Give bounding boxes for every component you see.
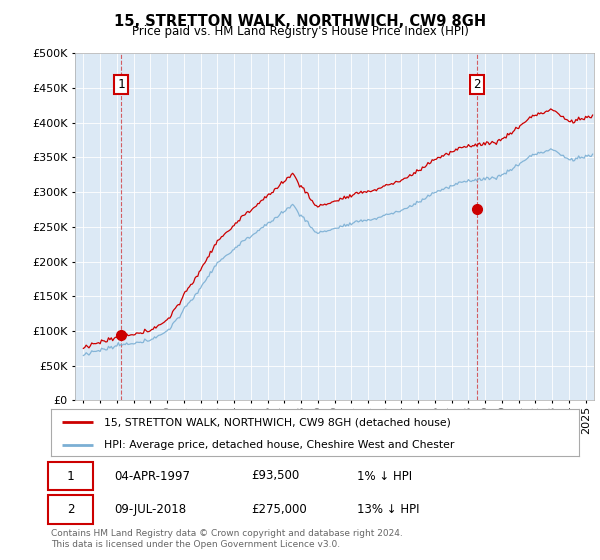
FancyBboxPatch shape bbox=[49, 495, 93, 524]
Text: Price paid vs. HM Land Registry's House Price Index (HPI): Price paid vs. HM Land Registry's House … bbox=[131, 25, 469, 38]
Text: 13% ↓ HPI: 13% ↓ HPI bbox=[357, 503, 420, 516]
Text: HPI: Average price, detached house, Cheshire West and Chester: HPI: Average price, detached house, Ches… bbox=[104, 440, 454, 450]
Text: 1% ↓ HPI: 1% ↓ HPI bbox=[357, 469, 412, 483]
Text: 04-APR-1997: 04-APR-1997 bbox=[115, 469, 190, 483]
Text: 1: 1 bbox=[67, 469, 74, 483]
Text: £275,000: £275,000 bbox=[251, 503, 307, 516]
Text: £93,500: £93,500 bbox=[251, 469, 300, 483]
FancyBboxPatch shape bbox=[49, 461, 93, 491]
Text: 2: 2 bbox=[473, 78, 481, 91]
Text: Contains HM Land Registry data © Crown copyright and database right 2024.
This d: Contains HM Land Registry data © Crown c… bbox=[51, 529, 403, 549]
Text: 1: 1 bbox=[118, 78, 125, 91]
Text: 2: 2 bbox=[67, 503, 74, 516]
Text: 09-JUL-2018: 09-JUL-2018 bbox=[115, 503, 187, 516]
Text: 15, STRETTON WALK, NORTHWICH, CW9 8GH (detached house): 15, STRETTON WALK, NORTHWICH, CW9 8GH (d… bbox=[104, 417, 451, 427]
Text: 15, STRETTON WALK, NORTHWICH, CW9 8GH: 15, STRETTON WALK, NORTHWICH, CW9 8GH bbox=[114, 14, 486, 29]
